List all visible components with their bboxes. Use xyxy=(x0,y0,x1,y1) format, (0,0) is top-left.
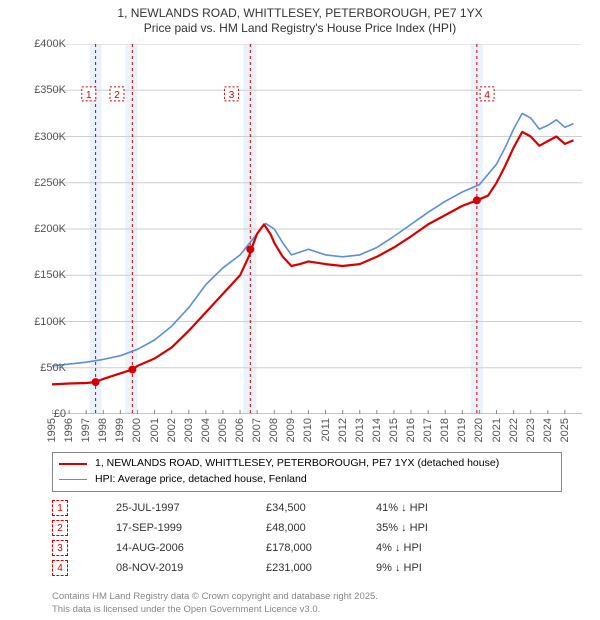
x-tick-label: 2021 xyxy=(491,418,503,442)
x-tick-label: 2014 xyxy=(371,418,383,442)
license-text: Contains HM Land Registry data © Crown c… xyxy=(52,591,378,616)
legend-label-price-paid: 1, NEWLANDS ROAD, WHITTLESEY, PETERBOROU… xyxy=(95,456,499,472)
x-tick-label: 1998 xyxy=(97,418,109,442)
x-tick-label: 2013 xyxy=(354,418,366,442)
x-tick-label: 2015 xyxy=(388,418,400,442)
x-tick-label: 1999 xyxy=(114,418,126,442)
x-tick-label: 2007 xyxy=(251,418,263,442)
license-line2: This data is licensed under the Open Gov… xyxy=(52,604,378,616)
sale-date: 14-AUG-2006 xyxy=(116,542,266,554)
sale-date: 17-SEP-1999 xyxy=(116,522,266,534)
x-tick-label: 1996 xyxy=(63,418,75,442)
sale-marker-2: 2 xyxy=(52,520,68,536)
x-tick-label: 2010 xyxy=(302,418,314,442)
y-tick-label: £100K xyxy=(34,316,66,328)
x-tick-label: 2002 xyxy=(166,418,178,442)
x-tick-label: 2000 xyxy=(131,418,143,442)
sale-price: £231,000 xyxy=(266,562,376,574)
x-tick-label: 2025 xyxy=(559,418,571,442)
sale-marker-1: 1 xyxy=(52,500,68,516)
x-tick-label: 2020 xyxy=(473,418,485,442)
svg-text:2: 2 xyxy=(114,90,120,101)
table-row: 2 17-SEP-1999 £48,000 35% ↓ HPI xyxy=(52,518,562,538)
sale-date: 08-NOV-2019 xyxy=(116,562,266,574)
x-tick-label: 2005 xyxy=(217,418,229,442)
y-tick-label: £50K xyxy=(40,362,66,374)
license-line1: Contains HM Land Registry data © Crown c… xyxy=(52,591,378,603)
legend-item-hpi: HPI: Average price, detached house, Fenl… xyxy=(59,472,555,488)
sale-price: £178,000 xyxy=(266,542,376,554)
x-tick-label: 2023 xyxy=(525,418,537,442)
x-tick-label: 2004 xyxy=(200,418,212,442)
legend: 1, NEWLANDS ROAD, WHITTLESEY, PETERBOROU… xyxy=(52,452,562,492)
y-tick-label: £300K xyxy=(34,131,66,143)
x-tick-label: 2001 xyxy=(149,418,161,442)
y-tick-label: £200K xyxy=(34,223,66,235)
x-tick-label: 2019 xyxy=(456,418,468,442)
sale-marker-4: 4 xyxy=(52,560,68,576)
y-tick-label: £250K xyxy=(34,177,66,189)
chart-title-block: 1, NEWLANDS ROAD, WHITTLESEY, PETERBOROU… xyxy=(0,0,600,36)
legend-swatch-hpi xyxy=(59,479,87,480)
svg-text:4: 4 xyxy=(484,90,490,101)
sale-diff: 4% ↓ HPI xyxy=(376,542,496,554)
y-tick-label: £350K xyxy=(34,84,66,96)
x-tick-label: 2006 xyxy=(234,418,246,442)
x-tick-label: 2011 xyxy=(320,418,332,442)
table-row: 4 08-NOV-2019 £231,000 9% ↓ HPI xyxy=(52,558,562,578)
x-tick-label: 2017 xyxy=(422,418,434,442)
x-tick-label: 2024 xyxy=(542,418,554,442)
sale-price: £48,000 xyxy=(266,522,376,534)
svg-text:3: 3 xyxy=(229,90,235,101)
legend-swatch-price-paid xyxy=(59,463,87,465)
y-tick-label: £400K xyxy=(34,38,66,50)
chart-title-subtitle: Price paid vs. HM Land Registry's House … xyxy=(0,21,600,36)
x-tick-label: 2008 xyxy=(268,418,280,442)
plot-area: 1 2 3 4 xyxy=(52,44,582,414)
x-tick-label: 1995 xyxy=(46,418,58,442)
sale-diff: 35% ↓ HPI xyxy=(376,522,496,534)
x-tick-label: 2018 xyxy=(439,418,451,442)
sale-diff: 9% ↓ HPI xyxy=(376,562,496,574)
y-tick-label: £150K xyxy=(34,269,66,281)
x-tick-label: 2022 xyxy=(508,418,520,442)
legend-item-price-paid: 1, NEWLANDS ROAD, WHITTLESEY, PETERBOROU… xyxy=(59,456,555,472)
x-tick-label: 2016 xyxy=(405,418,417,442)
sales-table: 1 25-JUL-1997 £34,500 41% ↓ HPI 2 17-SEP… xyxy=(52,498,562,578)
chart-svg: 1 2 3 4 xyxy=(52,44,582,414)
sale-diff: 41% ↓ HPI xyxy=(376,502,496,514)
x-tick-label: 2012 xyxy=(337,418,349,442)
x-tick-label: 2003 xyxy=(183,418,195,442)
legend-label-hpi: HPI: Average price, detached house, Fenl… xyxy=(95,472,307,488)
table-row: 1 25-JUL-1997 £34,500 41% ↓ HPI xyxy=(52,498,562,518)
table-row: 3 14-AUG-2006 £178,000 4% ↓ HPI xyxy=(52,538,562,558)
sale-marker-3: 3 xyxy=(52,540,68,556)
x-tick-label: 1997 xyxy=(80,418,92,442)
sale-price: £34,500 xyxy=(266,502,376,514)
sale-date: 25-JUL-1997 xyxy=(116,502,266,514)
svg-text:1: 1 xyxy=(86,90,92,101)
chart-container: { "title_line1": "1, NEWLANDS ROAD, WHIT… xyxy=(0,0,600,620)
chart-title-address: 1, NEWLANDS ROAD, WHITTLESEY, PETERBOROU… xyxy=(0,6,600,21)
x-tick-label: 2009 xyxy=(285,418,297,442)
